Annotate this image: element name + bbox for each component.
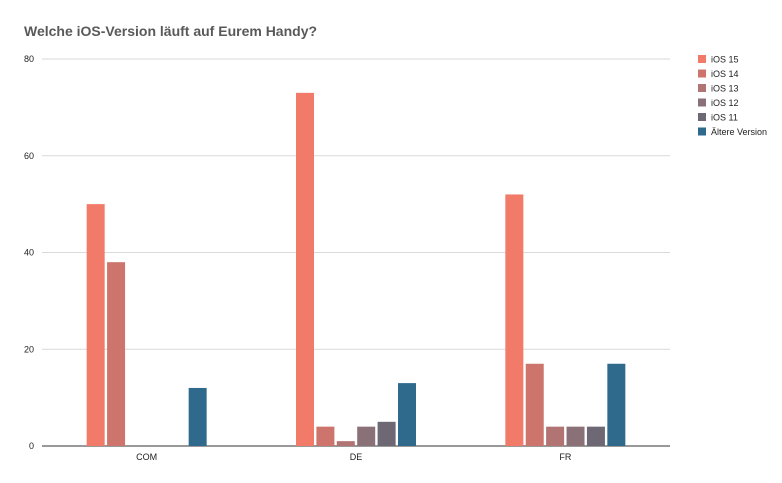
bar-de-series-6 bbox=[398, 383, 416, 446]
gridlines bbox=[42, 58, 670, 447]
x-tick-label: FR bbox=[559, 452, 571, 462]
bar-com-series-2 bbox=[107, 262, 126, 446]
bar-de-series-1 bbox=[296, 92, 314, 447]
legend-swatch bbox=[698, 127, 706, 136]
legend-label: iOS 13 bbox=[711, 84, 739, 94]
legend-label: Ältere Version bbox=[711, 127, 767, 137]
y-tick-label: 80 bbox=[24, 54, 34, 64]
bar-de-series-3 bbox=[336, 441, 355, 446]
bar-com-series-6 bbox=[188, 387, 207, 446]
bar-fr-series-4 bbox=[566, 426, 585, 446]
legend-label: iOS 14 bbox=[711, 69, 739, 79]
y-tick-label: 20 bbox=[24, 344, 34, 354]
legend-swatch bbox=[698, 55, 706, 63]
legend-swatch bbox=[698, 69, 706, 78]
bar-de-series-5 bbox=[377, 421, 396, 446]
chart-title: Welche iOS-Version läuft auf Eurem Handy… bbox=[24, 23, 317, 39]
bar-de-series-2 bbox=[316, 426, 335, 446]
y-tick-label: 0 bbox=[29, 441, 34, 451]
bar-fr-series-1 bbox=[505, 194, 524, 446]
bar-fr-series-5 bbox=[586, 426, 605, 446]
legend-swatch bbox=[698, 84, 706, 92]
bars bbox=[86, 92, 626, 447]
legend-label: iOS 12 bbox=[711, 98, 739, 108]
y-axis-ticks: 0 20 40 60 80 bbox=[24, 54, 34, 451]
legend-label: iOS 15 bbox=[711, 55, 739, 65]
y-tick-label: 40 bbox=[24, 248, 34, 258]
bar-fr-series-2 bbox=[525, 363, 544, 446]
x-tick-label: DE bbox=[350, 452, 363, 462]
bar-fr-series-6 bbox=[607, 363, 626, 446]
bar-de-series-4 bbox=[357, 426, 376, 446]
y-tick-label: 60 bbox=[24, 151, 34, 161]
x-tick-label: COM bbox=[136, 452, 157, 462]
legend: iOS 15 iOS 14 iOS 13 iOS 12 iOS 11 Ältere Ver… bbox=[698, 55, 767, 137]
bar-com-series-1 bbox=[86, 204, 105, 446]
x-axis-ticks: COM DE FR bbox=[136, 452, 572, 462]
legend-swatch bbox=[698, 98, 706, 107]
bar-fr-series-3 bbox=[546, 426, 565, 446]
legend-swatch bbox=[698, 113, 706, 121]
legend-label: iOS 11 bbox=[711, 113, 738, 123]
